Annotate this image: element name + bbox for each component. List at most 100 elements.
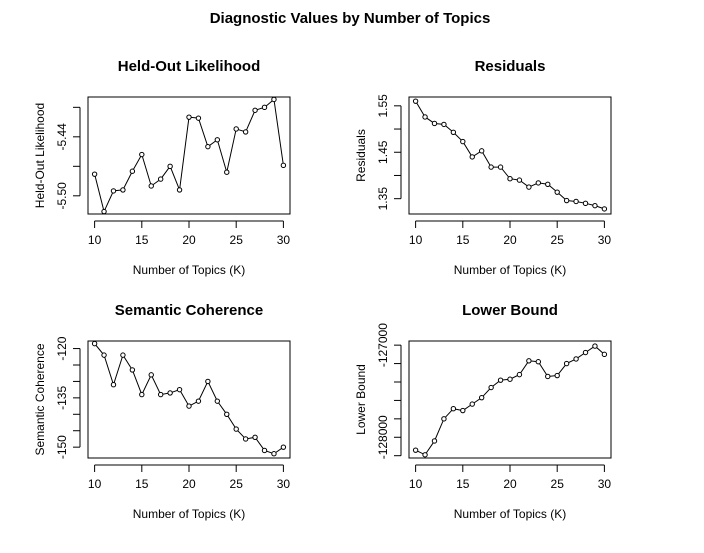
data-point bbox=[431, 120, 438, 127]
data-point bbox=[592, 343, 598, 349]
x-tick-label: 25 bbox=[230, 477, 244, 491]
x-tick-label: 25 bbox=[551, 233, 565, 247]
data-point bbox=[526, 184, 532, 190]
panel-lower-bound: Lower Bound 10 15 20 25 30 -128000 -127000 Numbe… bbox=[354, 302, 612, 521]
x-tick-label: 15 bbox=[456, 233, 470, 247]
x-axis: 10 15 20 25 30 bbox=[88, 464, 291, 491]
data-point bbox=[563, 197, 570, 204]
data-point bbox=[488, 384, 494, 391]
x-tick-label: 10 bbox=[88, 233, 102, 247]
data-point bbox=[271, 451, 277, 457]
y-tick-label: -5.50 bbox=[55, 182, 69, 210]
y-axis-label: Held-Out Likelihood bbox=[33, 103, 47, 208]
panel-residuals: Residuals 10 15 20 25 30 1.35 1.45 1.55 Number of… bbox=[354, 58, 612, 277]
y-axis-label: Semantic Coherence bbox=[33, 343, 47, 455]
data-point bbox=[157, 391, 164, 398]
data-point bbox=[139, 151, 145, 158]
data-point bbox=[460, 407, 466, 414]
x-tick-label: 10 bbox=[409, 477, 423, 491]
data-point bbox=[450, 129, 457, 135]
plot-frame bbox=[87, 96, 291, 215]
y-tick-label: 1.35 bbox=[376, 187, 390, 211]
data-point bbox=[488, 164, 494, 170]
figure-title: Diagnostic Values by Number of Topics bbox=[210, 10, 491, 27]
x-tick-label: 15 bbox=[456, 477, 470, 491]
data-point bbox=[242, 436, 249, 442]
data-point bbox=[431, 438, 438, 444]
series-line bbox=[415, 100, 605, 210]
data-point bbox=[148, 372, 154, 378]
data-point bbox=[261, 104, 268, 111]
data-point bbox=[214, 137, 221, 143]
data-point bbox=[205, 378, 211, 385]
data-point bbox=[441, 121, 447, 128]
data-point bbox=[535, 180, 542, 186]
x-tick-label: 10 bbox=[88, 477, 102, 491]
data-point bbox=[554, 189, 560, 195]
y-axis: -150 -135 -120 bbox=[55, 336, 81, 459]
data-point bbox=[139, 391, 145, 398]
y-tick-label: 1.55 bbox=[376, 94, 390, 118]
data-point bbox=[120, 352, 126, 358]
y-tick-label: -135 bbox=[55, 386, 69, 410]
y-tick-label: -5.44 bbox=[55, 123, 69, 151]
y-axis: -5.50 -5.44 bbox=[55, 106, 81, 210]
x-tick-label: 15 bbox=[135, 477, 149, 491]
data-point bbox=[101, 352, 107, 358]
data-point bbox=[167, 163, 173, 170]
x-tick-label: 10 bbox=[409, 233, 423, 247]
panel-held-out-likelihood: Held-Out Likelihood 10 15 20 25 30 -5.50 -5.44 N… bbox=[33, 58, 291, 277]
panel-title: Semantic Coherence bbox=[115, 302, 263, 319]
data-point bbox=[535, 359, 542, 365]
x-tick-label: 30 bbox=[277, 477, 291, 491]
x-axis: 10 15 20 25 30 bbox=[409, 220, 612, 247]
data-point bbox=[469, 401, 475, 407]
data-point bbox=[195, 115, 202, 121]
data-point bbox=[157, 176, 164, 182]
panel-title: Lower Bound bbox=[462, 302, 558, 319]
x-tick-label: 25 bbox=[230, 233, 244, 247]
data-point bbox=[186, 403, 192, 409]
y-axis-label: Residuals bbox=[354, 129, 368, 182]
x-axis-label: Number of Topics (K) bbox=[454, 507, 566, 521]
data-point bbox=[176, 187, 183, 193]
data-point bbox=[507, 176, 513, 182]
data-point bbox=[516, 371, 523, 378]
panels: Held-Out Likelihood 10 15 20 25 30 -5.50 -5.44 N… bbox=[33, 58, 612, 521]
data-point bbox=[280, 444, 287, 450]
y-tick-label: 1.45 bbox=[376, 140, 390, 164]
data-point bbox=[129, 367, 136, 373]
data-point bbox=[545, 373, 551, 380]
y-axis: -128000 -127000 bbox=[376, 323, 402, 459]
plot-frame bbox=[408, 96, 612, 215]
data-point bbox=[101, 208, 107, 215]
data-point bbox=[129, 168, 136, 174]
x-tick-label: 25 bbox=[551, 477, 565, 491]
data-point bbox=[233, 426, 239, 432]
y-tick-label: -127000 bbox=[376, 323, 390, 367]
data-point bbox=[176, 386, 183, 393]
data-point bbox=[497, 377, 504, 383]
data-point bbox=[110, 188, 117, 194]
y-tick-label: -120 bbox=[55, 336, 69, 360]
x-tick-label: 20 bbox=[182, 233, 196, 247]
data-point bbox=[110, 382, 117, 388]
x-tick-label: 20 bbox=[182, 477, 196, 491]
data-point bbox=[233, 126, 239, 132]
x-tick-label: 30 bbox=[598, 233, 612, 247]
data-point bbox=[554, 372, 560, 379]
data-point bbox=[592, 202, 598, 209]
data-point bbox=[441, 416, 447, 422]
data-point bbox=[195, 398, 202, 404]
data-point bbox=[545, 181, 551, 187]
data-point bbox=[242, 129, 249, 135]
data-point bbox=[412, 98, 419, 104]
data-point bbox=[252, 107, 258, 113]
data-point bbox=[563, 360, 570, 367]
x-axis-label: Number of Topics (K) bbox=[133, 507, 245, 521]
panel-title: Held-Out Likelihood bbox=[118, 58, 261, 75]
data-point bbox=[507, 376, 513, 382]
data-point bbox=[497, 164, 504, 170]
data-point bbox=[469, 154, 475, 160]
